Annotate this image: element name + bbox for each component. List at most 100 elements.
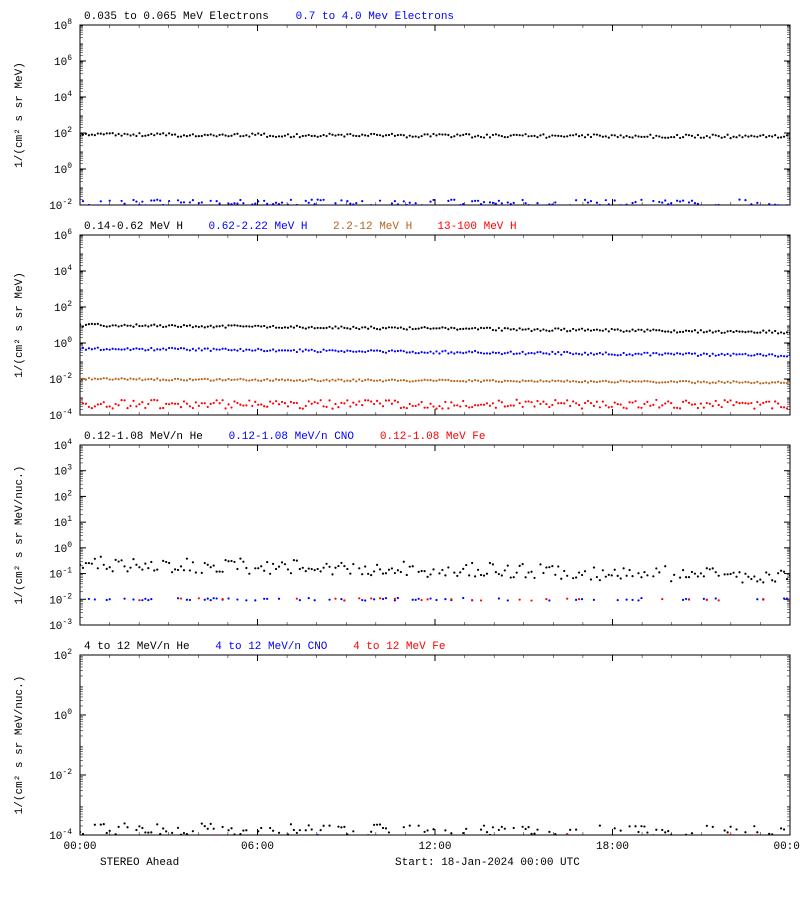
data-point	[385, 379, 387, 381]
data-point	[236, 202, 238, 204]
data-point	[691, 403, 693, 405]
data-point	[658, 353, 660, 355]
data-point	[281, 378, 283, 380]
data-point	[450, 598, 452, 600]
data-point	[245, 379, 247, 381]
data-point	[126, 826, 128, 828]
data-point	[284, 326, 286, 328]
data-point	[82, 200, 84, 202]
data-point	[429, 379, 431, 381]
data-point	[774, 355, 776, 357]
data-point	[530, 380, 532, 382]
data-point	[724, 399, 726, 401]
data-point	[744, 831, 746, 833]
data-point	[525, 328, 527, 330]
data-point	[584, 380, 586, 382]
data-point	[724, 354, 726, 356]
data-point	[103, 349, 105, 351]
data-point	[112, 379, 114, 381]
data-point	[735, 576, 737, 578]
data-point	[542, 401, 544, 403]
series-group	[79, 556, 791, 602]
data-point	[382, 598, 384, 600]
data-point	[682, 380, 684, 382]
data-point	[756, 580, 758, 582]
data-point	[762, 354, 764, 356]
data-point	[290, 350, 292, 352]
data-point	[421, 351, 423, 353]
data-point	[88, 598, 90, 600]
data-point	[123, 565, 125, 567]
data-point	[557, 565, 559, 567]
data-point	[334, 380, 336, 382]
data-point	[504, 352, 506, 354]
data-point	[147, 205, 149, 207]
data-point	[123, 399, 125, 401]
data-point	[311, 326, 313, 328]
data-point	[210, 325, 212, 327]
data-point	[474, 200, 476, 202]
data-point	[115, 134, 117, 136]
data-point	[706, 402, 708, 404]
data-point	[492, 563, 494, 565]
data-point	[441, 133, 443, 135]
data-point	[388, 569, 390, 571]
data-point	[94, 824, 96, 826]
data-point	[180, 326, 182, 328]
data-point	[747, 403, 749, 405]
data-point	[688, 402, 690, 404]
data-point	[198, 347, 200, 349]
data-point	[343, 565, 345, 567]
data-point	[623, 407, 625, 409]
data-point	[281, 401, 283, 403]
data-point	[700, 381, 702, 383]
data-point	[435, 407, 437, 409]
data-point	[230, 560, 232, 562]
data-point	[691, 330, 693, 332]
data-point	[156, 823, 158, 825]
data-point	[305, 135, 307, 137]
data-point	[768, 573, 770, 575]
data-point	[403, 561, 405, 563]
data-point	[320, 829, 322, 831]
data-point	[361, 573, 363, 575]
data-point	[242, 202, 244, 204]
data-point	[355, 351, 357, 353]
data-point	[293, 559, 295, 561]
data-point	[269, 827, 271, 829]
data-point	[106, 568, 108, 570]
data-point	[320, 135, 322, 137]
data-point	[385, 327, 387, 329]
data-point	[685, 352, 687, 354]
data-point	[418, 136, 420, 138]
data-point	[162, 132, 164, 134]
data-point	[424, 208, 426, 210]
data-point	[254, 567, 256, 569]
data-point	[85, 379, 87, 381]
data-point	[272, 325, 274, 327]
data-point	[186, 599, 188, 601]
data-point	[477, 835, 479, 837]
data-point	[331, 327, 333, 329]
data-point	[444, 208, 446, 210]
data-point	[317, 351, 319, 353]
series-group	[79, 822, 785, 838]
data-point	[530, 352, 532, 354]
data-point	[340, 562, 342, 564]
data-point	[141, 348, 143, 350]
footer-left: STEREO Ahead	[100, 857, 179, 869]
data-point	[230, 203, 232, 205]
data-point	[82, 378, 84, 380]
data-point	[700, 403, 702, 405]
data-point	[738, 331, 740, 333]
data-point	[480, 203, 482, 205]
data-point	[391, 378, 393, 380]
data-point	[474, 350, 476, 352]
data-point	[631, 575, 633, 577]
data-point	[150, 598, 152, 600]
data-point	[593, 208, 595, 210]
data-point	[171, 134, 173, 136]
data-point	[260, 380, 262, 382]
data-point	[789, 137, 791, 139]
data-point	[293, 208, 295, 210]
